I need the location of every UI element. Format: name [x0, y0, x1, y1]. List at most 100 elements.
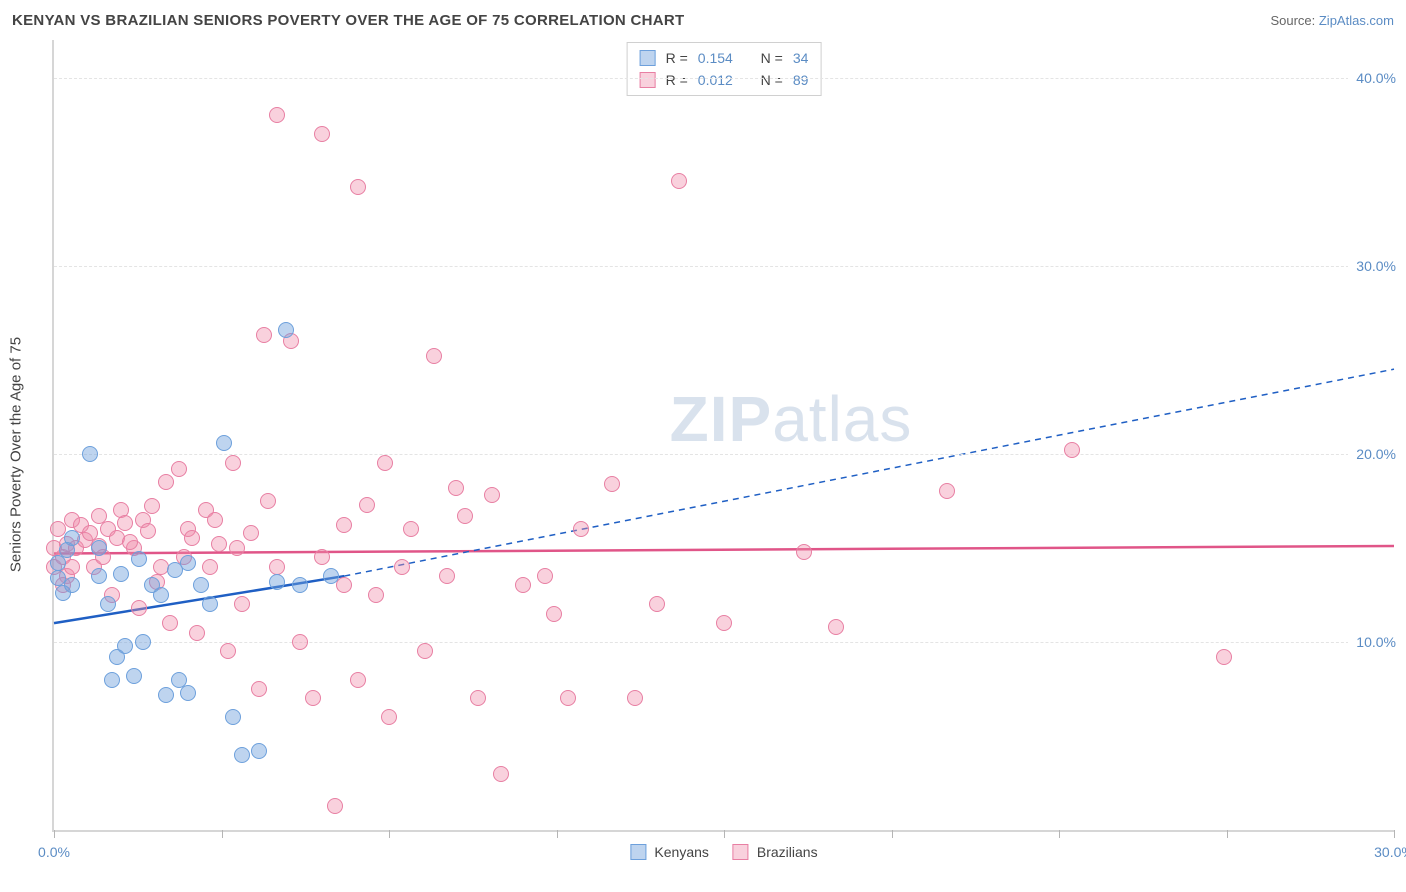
scatter-point-brazilians — [939, 483, 955, 499]
scatter-point-kenyans — [225, 709, 241, 725]
scatter-point-brazilians — [1216, 649, 1232, 665]
scatter-point-kenyans — [234, 747, 250, 763]
watermark: ZIPatlas — [670, 382, 913, 456]
scatter-point-kenyans — [104, 672, 120, 688]
scatter-point-brazilians — [457, 508, 473, 524]
scatter-point-brazilians — [448, 480, 464, 496]
scatter-point-brazilians — [828, 619, 844, 635]
swatch-brazilians — [733, 844, 749, 860]
scatter-point-brazilians — [189, 625, 205, 641]
scatter-point-brazilians — [350, 179, 366, 195]
scatter-point-brazilians — [439, 568, 455, 584]
x-tick-label: 0.0% — [38, 844, 70, 860]
legend-series: Kenyans Brazilians — [630, 844, 817, 860]
scatter-point-kenyans — [64, 530, 80, 546]
scatter-point-kenyans — [251, 743, 267, 759]
x-tick — [1394, 830, 1395, 838]
source-link[interactable]: ZipAtlas.com — [1319, 13, 1394, 28]
y-tick-label: 40.0% — [1348, 70, 1396, 86]
scatter-point-brazilians — [493, 766, 509, 782]
scatter-point-kenyans — [180, 555, 196, 571]
scatter-point-brazilians — [229, 540, 245, 556]
scatter-point-brazilians — [649, 596, 665, 612]
scatter-point-brazilians — [604, 476, 620, 492]
source-attribution: Source: ZipAtlas.com — [1270, 13, 1394, 28]
scatter-point-brazilians — [292, 634, 308, 650]
gridline-h — [54, 78, 1394, 79]
scatter-point-brazilians — [350, 672, 366, 688]
scatter-point-brazilians — [260, 493, 276, 509]
r-value-kenyans: 0.154 — [698, 50, 733, 66]
scatter-point-brazilians — [546, 606, 562, 622]
scatter-point-brazilians — [251, 681, 267, 697]
gridline-h — [54, 266, 1394, 267]
trend-lines — [54, 40, 1394, 830]
scatter-point-brazilians — [220, 643, 236, 659]
x-tick-label: 30.0% — [1374, 844, 1406, 860]
scatter-point-kenyans — [91, 568, 107, 584]
scatter-point-brazilians — [305, 690, 321, 706]
scatter-point-kenyans — [158, 687, 174, 703]
x-tick — [724, 830, 725, 838]
chart-container: KENYAN VS BRAZILIAN SENIORS POVERTY OVER… — [0, 0, 1406, 892]
plot-area: ZIPatlas R = 0.154 N = 34 R = 0.012 N = … — [52, 40, 1394, 832]
scatter-point-brazilians — [515, 577, 531, 593]
swatch-kenyans — [640, 50, 656, 66]
y-tick-label: 10.0% — [1348, 634, 1396, 650]
n-value-brazilians: 89 — [793, 72, 809, 88]
scatter-point-kenyans — [91, 540, 107, 556]
scatter-point-brazilians — [484, 487, 500, 503]
scatter-point-kenyans — [193, 577, 209, 593]
scatter-point-brazilians — [158, 474, 174, 490]
gridline-h — [54, 642, 1394, 643]
scatter-point-brazilians — [256, 327, 272, 343]
scatter-point-brazilians — [117, 515, 133, 531]
scatter-point-brazilians — [140, 523, 156, 539]
scatter-point-kenyans — [113, 566, 129, 582]
scatter-point-brazilians — [184, 530, 200, 546]
scatter-point-brazilians — [234, 596, 250, 612]
n-value-kenyans: 34 — [793, 50, 809, 66]
scatter-point-brazilians — [314, 126, 330, 142]
legend-label-kenyans: Kenyans — [654, 844, 708, 860]
x-tick — [1059, 830, 1060, 838]
scatter-point-brazilians — [122, 534, 138, 550]
scatter-point-brazilians — [417, 643, 433, 659]
scatter-point-brazilians — [202, 559, 218, 575]
scatter-point-kenyans — [269, 574, 285, 590]
x-tick — [1227, 830, 1228, 838]
swatch-kenyans — [630, 844, 646, 860]
legend-row-brazilians: R = 0.012 N = 89 — [640, 69, 809, 91]
scatter-point-brazilians — [470, 690, 486, 706]
scatter-point-kenyans — [126, 668, 142, 684]
scatter-point-kenyans — [100, 596, 116, 612]
scatter-point-brazilians — [381, 709, 397, 725]
scatter-point-brazilians — [796, 544, 812, 560]
watermark-atlas: atlas — [772, 383, 912, 455]
scatter-point-kenyans — [278, 322, 294, 338]
scatter-point-kenyans — [202, 596, 218, 612]
legend-item-kenyans: Kenyans — [630, 844, 708, 860]
scatter-point-brazilians — [394, 559, 410, 575]
scatter-point-brazilians — [207, 512, 223, 528]
n-label: N = — [761, 72, 783, 88]
scatter-point-brazilians — [144, 498, 160, 514]
x-tick — [557, 830, 558, 838]
y-tick-label: 30.0% — [1348, 258, 1396, 274]
scatter-point-brazilians — [716, 615, 732, 631]
scatter-point-brazilians — [162, 615, 178, 631]
legend-correlation: R = 0.154 N = 34 R = 0.012 N = 89 — [627, 42, 822, 96]
scatter-point-brazilians — [1064, 442, 1080, 458]
scatter-point-brazilians — [671, 173, 687, 189]
x-tick — [892, 830, 893, 838]
legend-label-brazilians: Brazilians — [757, 844, 818, 860]
watermark-zip: ZIP — [670, 383, 773, 455]
x-tick — [222, 830, 223, 838]
chart-title: KENYAN VS BRAZILIAN SENIORS POVERTY OVER… — [12, 12, 685, 29]
scatter-point-kenyans — [135, 634, 151, 650]
scatter-point-brazilians — [336, 517, 352, 533]
scatter-point-brazilians — [269, 559, 285, 575]
scatter-point-brazilians — [211, 536, 227, 552]
r-label: R = — [666, 72, 688, 88]
scatter-point-brazilians — [359, 497, 375, 513]
